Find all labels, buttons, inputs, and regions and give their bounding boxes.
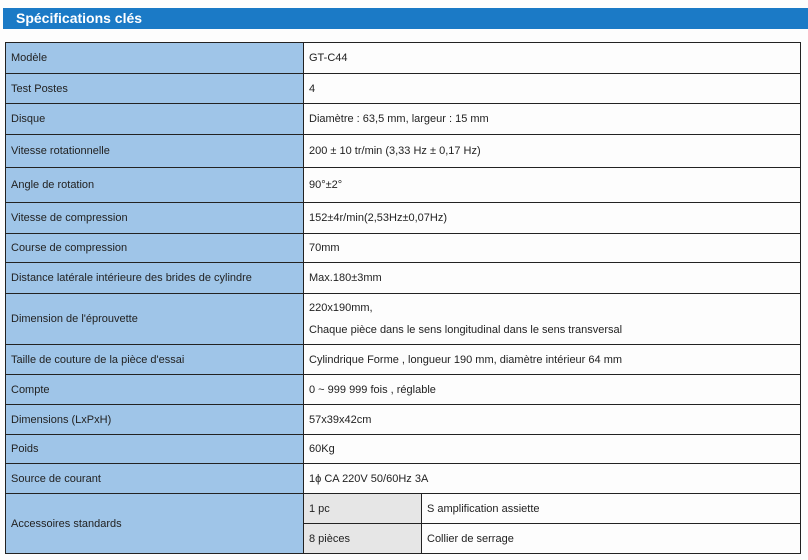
spec-row: Taille de couture de la pièce d'essai Cyl… <box>5 344 801 375</box>
spec-label: Poids <box>5 434 304 464</box>
spec-label: Vitesse de compression <box>5 202 304 234</box>
accessories-table: 1 pc S amplification assiette 8 pièces Coll… <box>304 494 800 553</box>
spec-value: 1ϕ CA 220V 50/60Hz 3A <box>309 472 429 485</box>
spec-value: 4 <box>309 82 316 95</box>
spec-value-cell: Cylindrique Forme , longueur 190 mm, dia… <box>303 344 801 375</box>
spec-row: Vitesse rotationnelle 200 ± 10 tr/min (3,… <box>5 134 801 168</box>
spec-value: 0 ~ 999 999 fois , réglable <box>309 383 436 396</box>
spec-row: Vitesse de compression 152±4r/min(2,53Hz±… <box>5 202 801 234</box>
spec-value-cell: 220x190mm, Chaque pièce dans le sens long… <box>303 293 801 345</box>
spec-row: Dimensions (LxPxH) 57x39x42cm <box>5 404 801 435</box>
spec-value: GT-C44 <box>309 52 348 64</box>
spec-label: Compte <box>5 374 304 405</box>
spec-value: 152±4r/min(2,53Hz±0,07Hz) <box>309 212 448 224</box>
spec-label: Vitesse rotationnelle <box>5 134 304 168</box>
spec-label: Taille de couture de la pièce d'essai <box>5 344 304 375</box>
spec-value-cell: 200 ± 10 tr/min (3,33 Hz ± 0,17 Hz) <box>303 134 801 168</box>
spec-row-accessories: Accessoires standards 1 pc S amplification… <box>5 493 801 554</box>
spec-label: Angle de rotation <box>5 167 304 203</box>
spec-value-cell: Max.180±3mm <box>303 262 801 294</box>
spec-label: Test Postes <box>5 73 304 104</box>
spec-value-cell: 70mm <box>303 233 801 263</box>
specs-table: Modèle GT-C44 Test Postes 4 Disque Diamètre :… <box>5 42 801 554</box>
spec-value: 57x39x42cm <box>309 413 372 426</box>
accessory-qty: 8 pièces <box>304 523 422 553</box>
accessory-row: 8 pièces Collier de serrage <box>304 523 800 553</box>
accessory-qty: 1 pc <box>304 494 422 524</box>
spec-row: Test Postes 4 <box>5 73 801 104</box>
spec-label: Source de courant <box>5 463 304 494</box>
spec-label: Distance latérale intérieure des brides … <box>5 262 304 294</box>
spec-label: Dimension de l'éprouvette <box>5 293 304 345</box>
spec-row: Dimension de l'éprouvette 220x190mm, Chaqu… <box>5 293 801 345</box>
spec-value-cell: Diamètre : 63,5 mm, largeur : 15 mm <box>303 103 801 135</box>
spec-value: Diamètre : 63,5 mm, largeur : 15 mm <box>309 113 489 125</box>
section-title: Spécifications clés <box>3 8 808 29</box>
spec-value: Max.180±3mm <box>309 272 382 284</box>
spec-value: 220x190mm, <box>309 302 373 314</box>
spec-value-cell: 1ϕ CA 220V 50/60Hz 3A <box>303 463 801 494</box>
spec-value-cell: 57x39x42cm <box>303 404 801 435</box>
accessory-row: 1 pc S amplification assiette <box>304 494 800 524</box>
spec-label: Course de compression <box>5 233 304 263</box>
spec-label: Disque <box>5 103 304 135</box>
spec-value: Cylindrique Forme , longueur 190 mm, dia… <box>309 353 623 366</box>
spec-value-cell: 4 <box>303 73 801 104</box>
spec-row: Poids 60Kg <box>5 434 801 464</box>
spec-value: 200 ± 10 tr/min (3,33 Hz ± 0,17 Hz) <box>309 145 481 157</box>
spec-value-cell: 152±4r/min(2,53Hz±0,07Hz) <box>303 202 801 234</box>
spec-label: Accessoires standards <box>5 493 304 554</box>
spec-label: Dimensions (LxPxH) <box>5 404 304 435</box>
spec-value-detail: Chaque pièce dans le sens longitudinal d… <box>309 324 623 336</box>
spec-row: Compte 0 ~ 999 999 fois , réglable <box>5 374 801 405</box>
accessory-name: S amplification assiette <box>421 494 800 524</box>
accessory-name: Collier de serrage <box>421 523 800 553</box>
spec-value: 60Kg <box>309 443 335 455</box>
spec-row: Modèle GT-C44 <box>5 42 801 74</box>
spec-value: 70mm <box>309 242 340 254</box>
spec-row: Source de courant 1ϕ CA 220V 50/60Hz 3A <box>5 463 801 494</box>
spec-row: Disque Diamètre : 63,5 mm, largeur : 15 m… <box>5 103 801 135</box>
spec-value-cell: 0 ~ 999 999 fois , réglable <box>303 374 801 405</box>
spec-value-cell: 60Kg <box>303 434 801 464</box>
spec-row: Distance latérale intérieure des brides … <box>5 262 801 294</box>
spec-value-cell: 90°±2° <box>303 167 801 203</box>
spec-value: 90°±2° <box>309 179 343 191</box>
spec-row: Angle de rotation 90°±2° <box>5 167 801 203</box>
spec-row: Course de compression 70mm <box>5 233 801 263</box>
spec-label: Modèle <box>5 42 304 74</box>
spec-value-cell: GT-C44 <box>303 42 801 74</box>
